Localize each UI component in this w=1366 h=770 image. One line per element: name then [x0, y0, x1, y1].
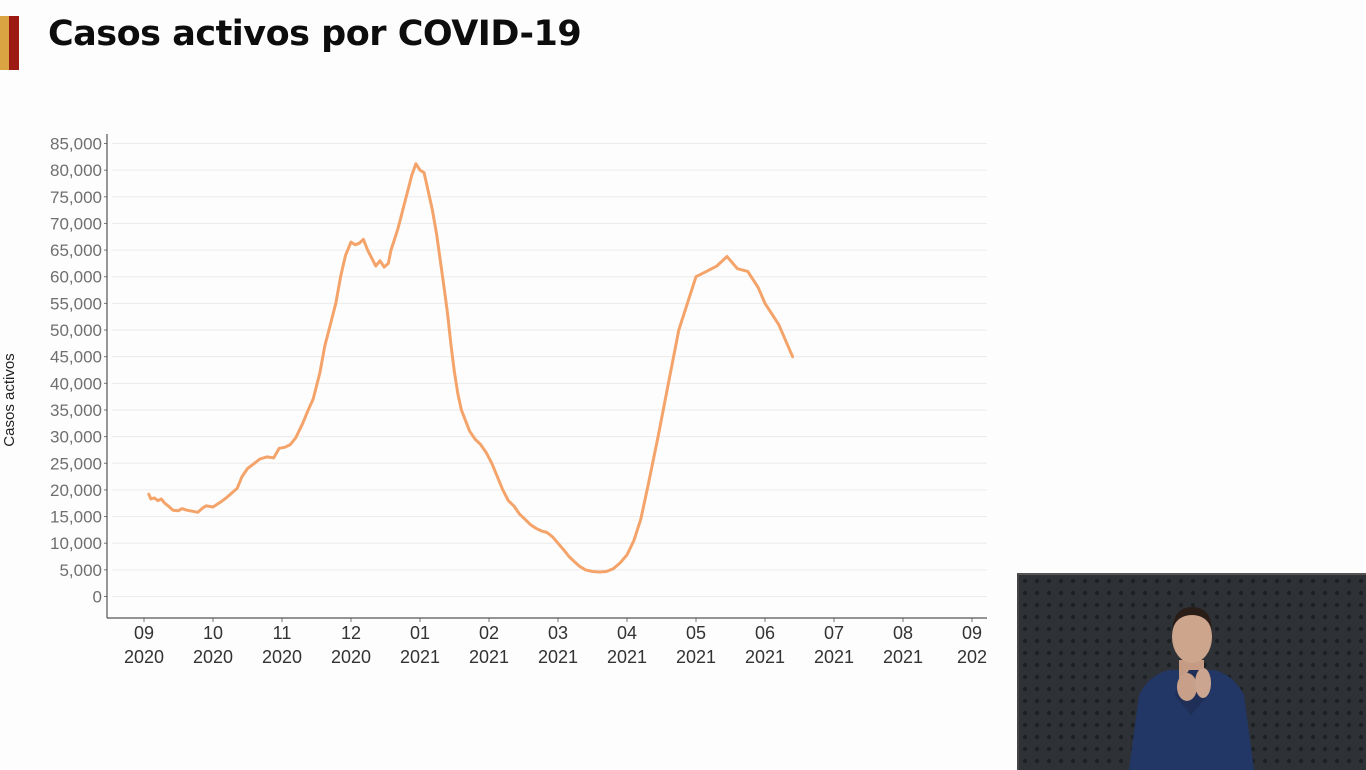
- y-axis-ticks: 0 5,000 10,000 15,000 20,000 25,000 30,000 35,0…: [50, 135, 107, 607]
- x-tick-label: 2021: [745, 647, 785, 667]
- y-tick-label: 20,000: [50, 481, 102, 500]
- y-tick-label: 25,000: [50, 454, 102, 473]
- active-cases-line: [147, 162, 795, 574]
- y-tick-label: 80,000: [50, 161, 102, 180]
- x-tick-label: 07: [824, 623, 844, 643]
- y-tick-label: 60,000: [50, 268, 102, 287]
- x-tick-label: 2021: [676, 647, 716, 667]
- y-tick-label: 85,000: [50, 135, 102, 154]
- x-tick-label: 08: [893, 623, 913, 643]
- x-tick-label: 01: [410, 623, 430, 643]
- x-tick-label: 2020: [124, 647, 164, 667]
- accent-yellow: [0, 16, 9, 70]
- title-accent-bar: [0, 16, 19, 70]
- x-tick-label: 2021: [607, 647, 647, 667]
- x-tick-label: 06: [755, 623, 775, 643]
- x-tick-label: 09: [962, 623, 982, 643]
- x-tick-label: 05: [686, 623, 706, 643]
- y-tick-label: 55,000: [50, 294, 102, 313]
- y-tick-label: 5,000: [59, 561, 102, 580]
- x-tick-label: 03: [548, 623, 568, 643]
- x-tick-label: 2021: [883, 647, 923, 667]
- x-tick-label: 2020: [262, 647, 302, 667]
- y-tick-label: 50,000: [50, 321, 102, 340]
- page-title: Casos activos por COVID-19: [48, 14, 582, 54]
- y-tick-label: 0: [93, 588, 102, 607]
- x-tick-label: 09: [134, 623, 154, 643]
- x-tick-label: 02: [479, 623, 499, 643]
- y-tick-label: 45,000: [50, 348, 102, 367]
- x-tick-label: 2021: [814, 647, 854, 667]
- x-tick-label: 2020: [193, 647, 233, 667]
- y-tick-label: 75,000: [50, 188, 102, 207]
- gridlines: [112, 143, 987, 597]
- x-tick-label: 2021: [469, 647, 509, 667]
- x-tick-label: 202: [957, 647, 987, 667]
- x-tick-label: 12: [341, 623, 361, 643]
- sign-language-interpreter-video: [1017, 573, 1366, 770]
- x-tick-label: 2021: [400, 647, 440, 667]
- x-axis-ticks: 09 2020 10 2020 11 2020 12 2020 01 2021 02 2021 03 20…: [124, 618, 987, 667]
- x-tick-label: 04: [617, 623, 637, 643]
- accent-red: [9, 16, 19, 70]
- x-tick-label: 11: [273, 623, 292, 643]
- x-tick-label: 2020: [331, 647, 371, 667]
- y-tick-label: 30,000: [50, 428, 102, 447]
- y-tick-label: 65,000: [50, 241, 102, 260]
- y-tick-label: 10,000: [50, 534, 102, 553]
- y-tick-label: 70,000: [50, 214, 102, 233]
- y-tick-label: 15,000: [50, 508, 102, 527]
- y-tick-label: 40,000: [50, 374, 102, 393]
- x-tick-label: 2021: [538, 647, 578, 667]
- x-tick-label: 10: [203, 623, 223, 643]
- interpreter-figure-icon: [1019, 575, 1366, 770]
- y-tick-label: 35,000: [50, 401, 102, 420]
